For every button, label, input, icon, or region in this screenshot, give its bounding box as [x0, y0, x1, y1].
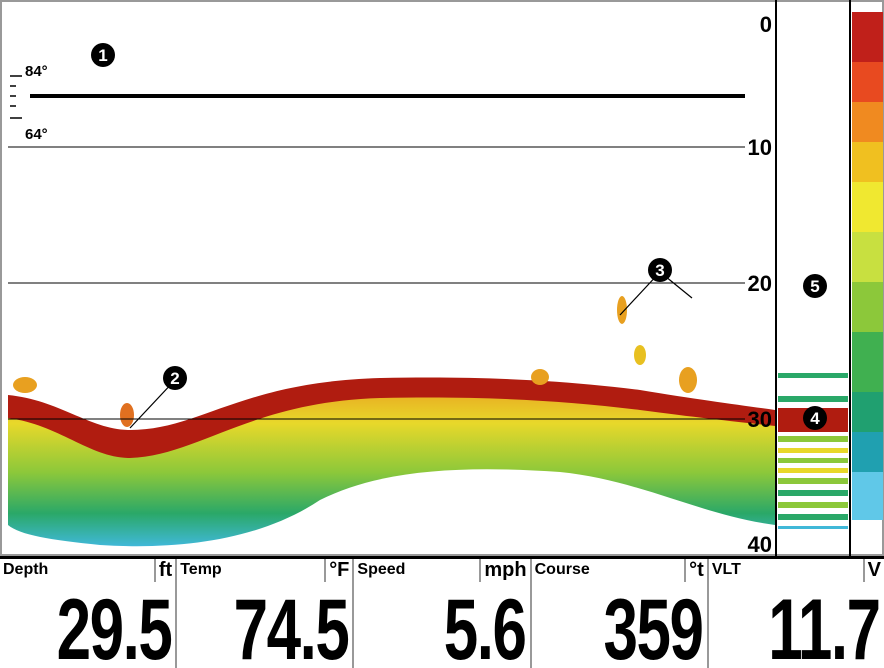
readout-label: Course — [534, 561, 590, 578]
callout-number: 5 — [810, 277, 819, 296]
callouts: 1 2 3 4 5 — [91, 43, 827, 430]
depth-label: 0 — [760, 12, 772, 37]
callout-number: 3 — [655, 261, 664, 280]
fish-return — [120, 403, 134, 427]
readout-label: VLT — [711, 561, 741, 578]
readout-label: Temp — [180, 561, 222, 578]
readout-unit: ft — [153, 559, 173, 582]
bottom-clutter — [8, 382, 775, 547]
readout-value: 74.5 — [233, 582, 350, 668]
callout-number: 1 — [98, 46, 107, 65]
depth-grid — [8, 146, 745, 420]
readout-unit: mph — [479, 559, 527, 582]
fish-return — [679, 367, 697, 393]
readout: Temp °F 74.5 — [177, 559, 355, 668]
temperature-ticks — [10, 75, 22, 119]
depth-label: 30 — [748, 407, 772, 432]
readout-unit: °F — [324, 559, 350, 582]
readout: Speed mph 5.6 — [354, 559, 532, 668]
depth-label: 40 — [748, 532, 772, 556]
readout-value: 11.7 — [768, 582, 882, 668]
readout: Depth ft 29.5 — [0, 559, 178, 668]
readout-unit: °t — [684, 559, 704, 582]
callout-number: 2 — [170, 369, 179, 388]
bottom-line — [8, 377, 775, 458]
readout-unit: V — [862, 559, 882, 582]
readout: VLT V 11.7 — [709, 559, 884, 668]
readout-label: Depth — [3, 561, 49, 578]
fish-return — [617, 296, 627, 324]
temperature-label: 64° — [25, 126, 48, 143]
readout-value: 29.5 — [56, 582, 172, 668]
temperature-label: 84° — [25, 63, 48, 80]
callout-number: 4 — [810, 409, 820, 428]
color-bar — [852, 12, 883, 520]
readout-value: 5.6 — [443, 582, 527, 668]
readout-value: 359 — [603, 582, 704, 668]
depth-label: 10 — [748, 135, 772, 160]
flasher — [778, 373, 848, 529]
readout: Course °t 359 — [532, 559, 709, 668]
fish-return — [531, 369, 549, 385]
sonar-view: 84° 64° 0 10 20 30 40 — [0, 0, 884, 556]
fish-return — [634, 345, 646, 365]
readout-panel: Depth ft 29.5 Temp °F 74.5 Speed mph 5.6 Cours… — [0, 556, 884, 668]
readout-label: Speed — [357, 561, 406, 578]
fish-return — [13, 377, 37, 393]
depth-label: 20 — [748, 271, 772, 296]
